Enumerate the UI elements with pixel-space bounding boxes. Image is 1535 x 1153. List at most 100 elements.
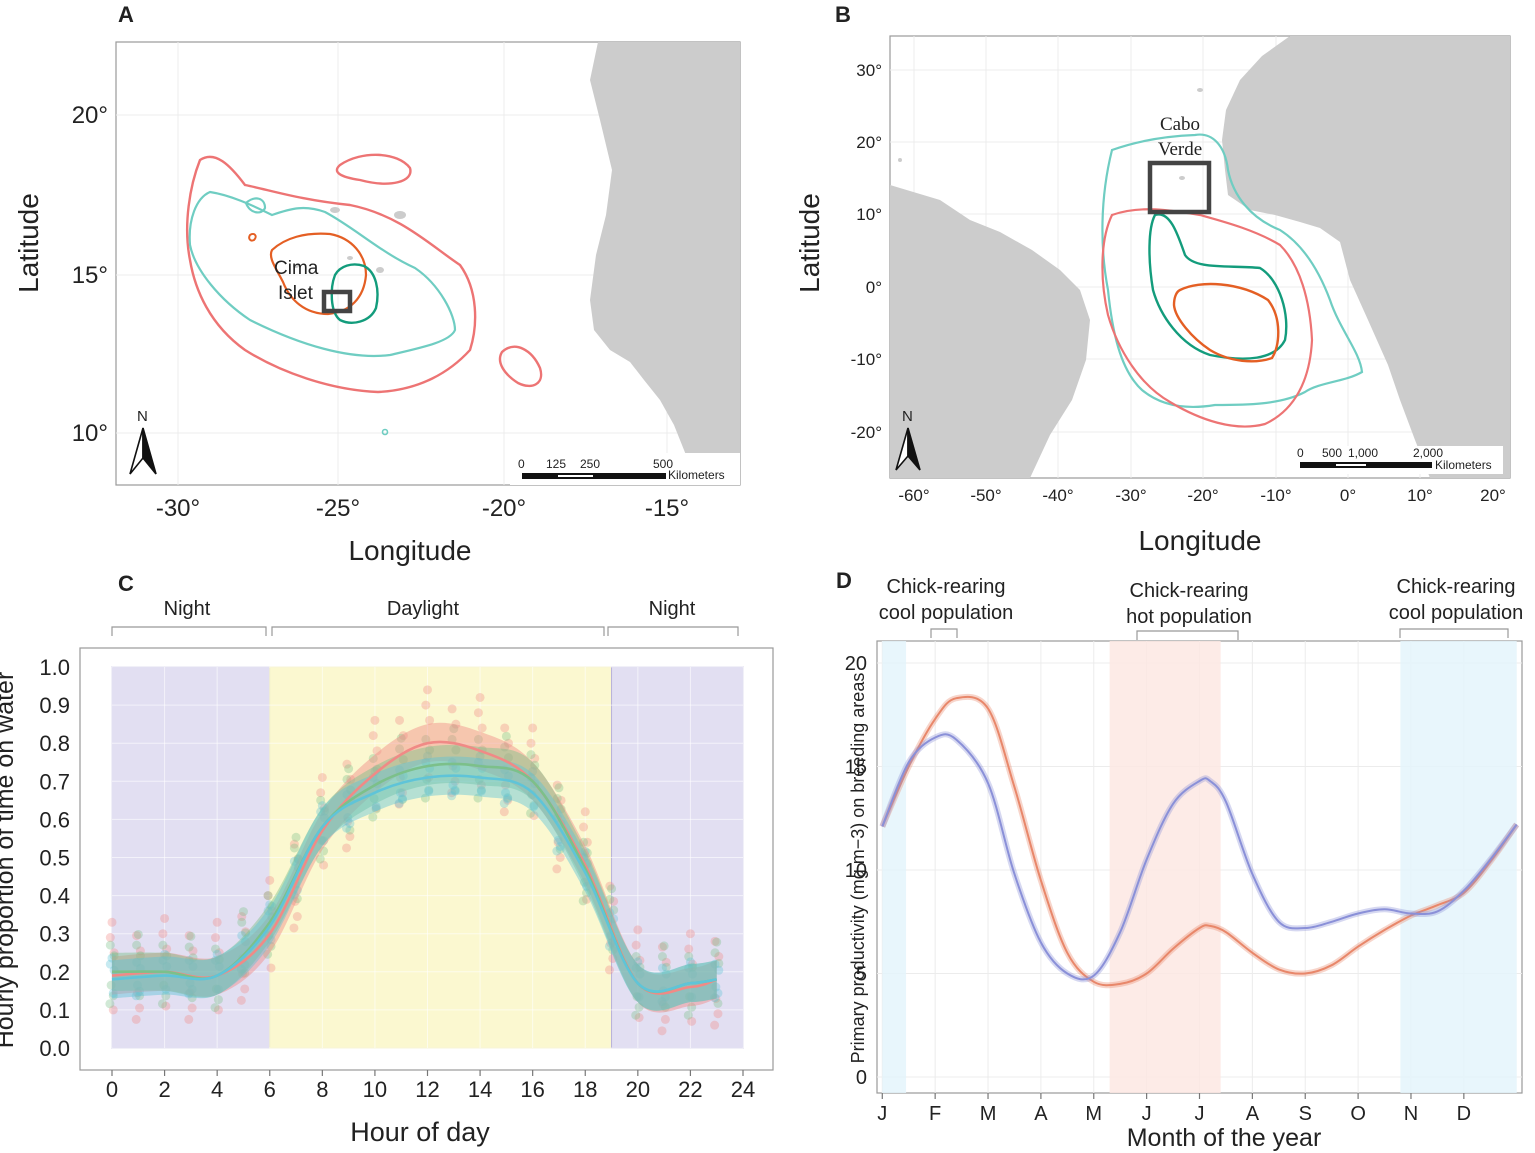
x-ticks-a: -30° -25° -20° -15°	[156, 495, 689, 522]
observation-point	[158, 940, 168, 950]
x-tick-a-2: -20°	[482, 495, 526, 522]
observation-point	[578, 896, 588, 906]
x-tick-b-6: 0°	[1340, 486, 1356, 505]
x-ticks-b: -60° -50° -40° -30° -20° -10° 0° 10° 20°	[898, 486, 1506, 505]
observation-point	[188, 961, 198, 971]
observation-point	[713, 1009, 723, 1019]
observation-point	[214, 961, 224, 971]
observation-point	[241, 927, 251, 937]
observation-point	[631, 1010, 641, 1020]
observation-point	[368, 772, 378, 782]
y-tick-b-0: 30°	[856, 61, 882, 80]
observation-point	[425, 715, 435, 725]
observation-point	[476, 786, 486, 796]
x-tick-d: J	[1195, 1103, 1205, 1125]
observation-point	[317, 772, 327, 782]
observation-point	[132, 957, 142, 967]
observation-point	[238, 907, 248, 917]
observation-point	[579, 837, 589, 847]
observation-point	[476, 785, 486, 795]
x-tick-a-3: -15°	[645, 495, 689, 522]
y-tick-b-3: 0°	[866, 278, 882, 297]
observation-point	[267, 906, 277, 916]
x-tick-d: S	[1299, 1103, 1312, 1125]
period-label-night-2: Night	[649, 598, 696, 620]
observation-point	[580, 807, 590, 817]
observation-point	[132, 988, 142, 998]
annotation-brackets	[930, 628, 1509, 640]
observation-point	[633, 957, 643, 967]
y-axis-label-b: Latitude	[794, 193, 825, 293]
observation-point	[710, 959, 720, 969]
observation-point	[710, 993, 720, 1003]
y-tick-c: 0.4	[39, 884, 70, 909]
observation-point	[187, 984, 197, 994]
observation-point	[160, 913, 170, 923]
y-axis-label-d: Primary productivity (mg m−3) on breedin…	[848, 673, 868, 1064]
observation-point	[398, 755, 408, 765]
x-tick-c: 10	[363, 1077, 387, 1102]
observation-point	[291, 832, 301, 842]
x-tick-c: 8	[316, 1077, 328, 1102]
cabo-verde-islands-a	[293, 207, 406, 273]
y-tick-c: 1.0	[39, 655, 70, 680]
panel-d-breeding-bands	[882, 641, 1517, 1093]
observation-point	[503, 794, 513, 804]
panel-a-letter: A	[118, 2, 134, 27]
panel-d-letter: D	[836, 568, 852, 593]
observation-point	[344, 764, 354, 774]
observation-point	[687, 992, 697, 1002]
observation-point	[346, 774, 356, 784]
observation-point	[265, 900, 275, 910]
observation-point	[342, 759, 352, 769]
observation-point	[213, 995, 223, 1005]
y-tick-d: 20	[845, 653, 867, 675]
observation-point	[398, 731, 408, 741]
observation-point	[425, 745, 435, 755]
y-axis-label-c: Hourly proportion of time on water	[0, 672, 19, 1049]
observation-point	[500, 742, 510, 752]
observation-point	[105, 959, 115, 969]
kde-contour-orange-core-a	[269, 232, 368, 316]
observation-point	[109, 951, 119, 961]
observation-point	[447, 788, 457, 798]
kde-contour-orange-core-b	[1172, 282, 1280, 363]
y-ticks-b: 30° 20° 10° 0° -10° -20°	[851, 61, 882, 442]
annotation-1-line1: Chick-rearing	[887, 576, 1006, 598]
observation-point	[105, 999, 115, 1009]
observation-point	[552, 846, 562, 856]
scale-bar-b: 0 500 1,000 2,000 Kilometers	[1293, 446, 1503, 474]
observation-point	[448, 780, 458, 790]
observation-point	[132, 940, 142, 950]
observation-point	[579, 877, 589, 887]
kde-contour-red-outer-b	[1101, 208, 1314, 428]
x-tick-c: 16	[520, 1077, 544, 1102]
observation-point	[132, 931, 142, 941]
observation-point	[450, 786, 460, 796]
observation-point	[105, 933, 115, 943]
observation-point	[397, 794, 407, 804]
observation-point	[266, 941, 276, 951]
observation-point	[684, 952, 694, 962]
observation-point	[135, 946, 145, 956]
panel-c-x-ticks: 0 2 4 6 8 10 12 14 16 18 20 22 24	[106, 1070, 755, 1102]
observation-point	[157, 999, 167, 1009]
observation-point	[579, 822, 589, 832]
observation-point	[660, 1014, 670, 1024]
site-label-line1-b: Cabo	[1160, 114, 1200, 135]
observation-point	[316, 807, 326, 817]
observation-point	[501, 788, 511, 798]
observation-point	[659, 941, 669, 951]
observation-point	[316, 788, 326, 798]
observation-point	[499, 807, 509, 817]
period-label-daylight: Daylight	[387, 598, 460, 620]
observation-point	[607, 884, 617, 894]
y-tick-a-1: 15°	[72, 262, 108, 289]
observation-point	[263, 949, 273, 959]
x-tick-d: A	[1246, 1103, 1260, 1125]
observation-point	[608, 945, 618, 955]
kde-contour-teal-dot-a	[381, 428, 389, 436]
y-tick-c: 0.6	[39, 807, 70, 832]
scale-label-2-b: 1,000	[1348, 446, 1378, 460]
